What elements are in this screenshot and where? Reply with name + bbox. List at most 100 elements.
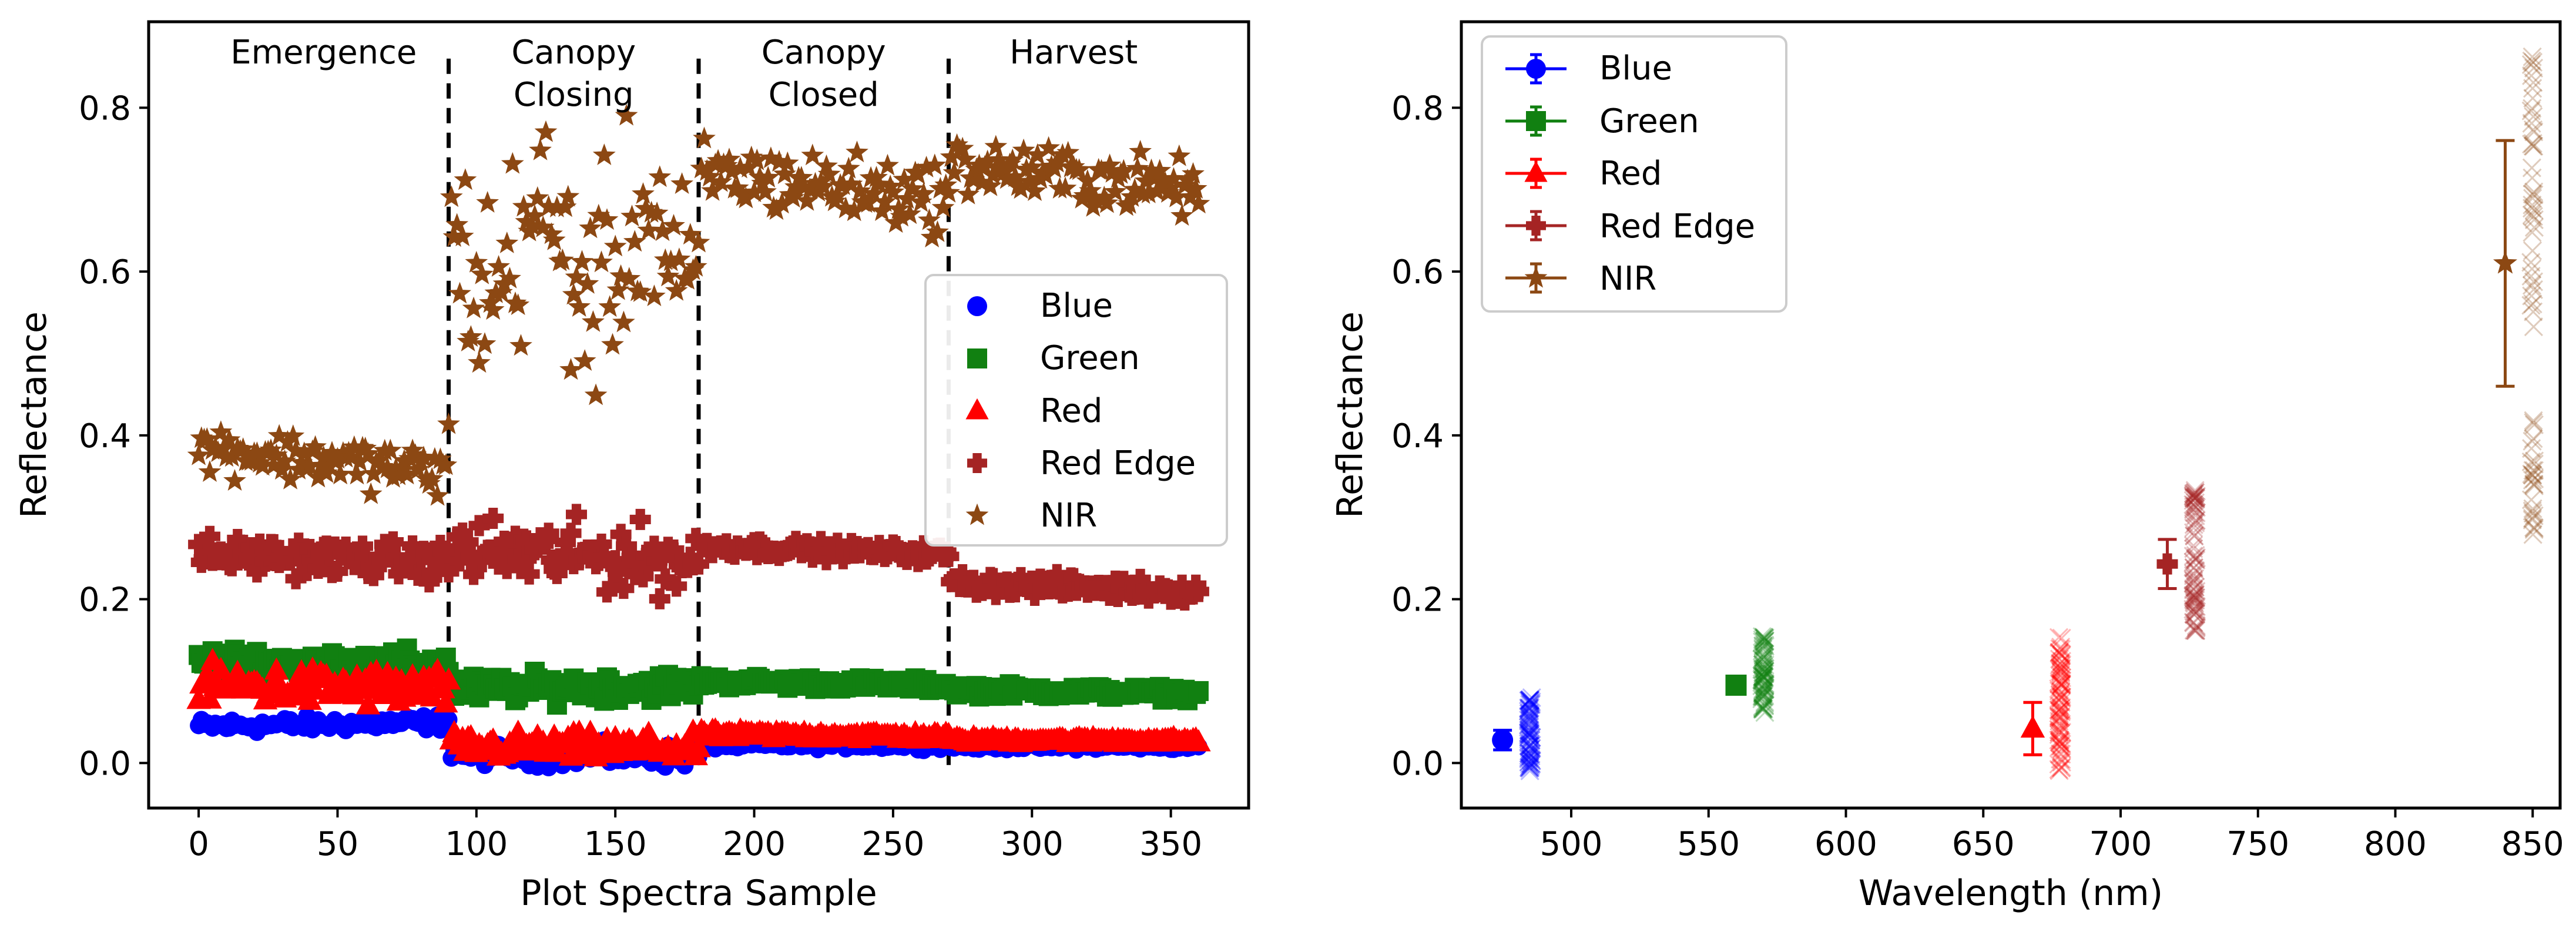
sample-x <box>1755 693 1775 713</box>
data-point <box>510 558 532 579</box>
data-point <box>1076 169 1099 191</box>
errorbar-blue <box>1492 729 1514 752</box>
sample-x <box>1520 700 1539 720</box>
right-legend-red: Red <box>1599 155 1662 193</box>
data-point <box>898 202 921 224</box>
data-point <box>806 179 830 202</box>
sample-x <box>1755 676 1775 696</box>
data-point <box>354 545 376 567</box>
data-point <box>634 197 658 219</box>
sample-x <box>1754 699 1773 719</box>
data-point <box>915 156 938 177</box>
sample-x <box>1753 632 1772 652</box>
sample-x <box>1753 639 1773 658</box>
phase-label-line2: Closed <box>769 76 879 114</box>
sample-x <box>2183 566 2203 585</box>
sample-x <box>1755 679 1774 698</box>
sample-x <box>1520 718 1539 737</box>
sample-x <box>1520 699 1539 718</box>
data-point <box>610 524 632 545</box>
data-point <box>198 460 222 482</box>
data-point <box>756 166 780 187</box>
sample-x <box>2525 469 2544 488</box>
data-point <box>846 140 868 163</box>
data-point <box>468 515 490 537</box>
data-point <box>365 557 387 578</box>
legend-marker-nir <box>1505 262 1567 294</box>
sample-x <box>2524 413 2543 433</box>
sample-x <box>2524 136 2544 156</box>
data-point <box>1079 179 1102 201</box>
right-x-tick-label: 550 <box>1677 825 1740 863</box>
sample-x <box>2524 415 2544 434</box>
data-point <box>895 187 918 209</box>
sample-x <box>1522 754 1541 773</box>
sample-x <box>2184 488 2203 508</box>
sample-x <box>1520 748 1539 767</box>
sample-x <box>2052 674 2071 693</box>
sample-x <box>1754 648 1773 667</box>
left-x-tick-label: 150 <box>584 825 647 863</box>
sample-x <box>1519 691 1538 710</box>
left-series-nir <box>187 103 1210 506</box>
right-x-tick-label: 600 <box>1814 825 1877 863</box>
data-point <box>1188 581 1209 602</box>
data-point <box>1098 153 1121 176</box>
sample-x <box>1518 718 1538 737</box>
sample-x <box>2524 272 2544 291</box>
sample-x <box>1754 667 1773 686</box>
sample-x <box>2051 645 2070 664</box>
legend-symbol <box>1526 216 1546 236</box>
sample-x <box>2524 73 2543 92</box>
sample-x <box>1755 668 1775 687</box>
sample-x <box>2183 587 2203 606</box>
sample-x <box>2186 489 2205 508</box>
data-point <box>632 566 654 588</box>
cloud-red <box>2049 628 2072 780</box>
sample-x <box>1521 706 1540 726</box>
data-point <box>346 462 368 485</box>
data-point <box>659 249 683 272</box>
data-point <box>560 522 582 544</box>
sample-x <box>2185 482 2205 502</box>
data-point <box>867 172 891 195</box>
sample-x <box>2051 659 2071 679</box>
data-point <box>359 482 383 504</box>
sample-x <box>2052 675 2071 695</box>
data-point <box>834 196 857 219</box>
data-point <box>496 558 518 579</box>
sample-x <box>2186 506 2205 525</box>
data-point <box>238 549 260 571</box>
right-y-axis-ticks: 0.0 0.2 0.4 0.6 0.8 <box>1391 89 1461 783</box>
sample-x <box>2186 511 2206 530</box>
sample-x <box>1754 686 1773 706</box>
sample-x <box>2050 709 2069 728</box>
sample-x <box>1519 704 1538 723</box>
sample-x <box>2185 549 2205 569</box>
sample-x <box>2523 504 2543 523</box>
sample-x <box>2186 616 2206 635</box>
sample-x <box>2050 685 2069 704</box>
sample-x <box>1753 640 1773 659</box>
data-point <box>482 507 504 529</box>
sample-x <box>2051 666 2070 686</box>
sample-x <box>2186 588 2206 608</box>
sample-x <box>2524 454 2544 474</box>
sample-x <box>2186 548 2206 568</box>
data-point <box>984 135 1008 157</box>
data-point <box>1056 140 1080 163</box>
sample-x <box>2185 599 2205 619</box>
sample-x <box>1754 668 1773 687</box>
data-point <box>490 280 513 303</box>
data-point <box>264 657 289 680</box>
data-point <box>1001 148 1024 170</box>
sample-x <box>2052 646 2071 666</box>
data-point <box>737 156 760 177</box>
sample-x <box>1753 681 1773 700</box>
data-point <box>188 534 210 555</box>
data-point <box>776 151 799 173</box>
right-y-tick-label: 0.4 <box>1391 417 1444 455</box>
data-point <box>651 219 674 242</box>
sample-x <box>1755 655 1775 675</box>
sample-x <box>2049 708 2068 727</box>
